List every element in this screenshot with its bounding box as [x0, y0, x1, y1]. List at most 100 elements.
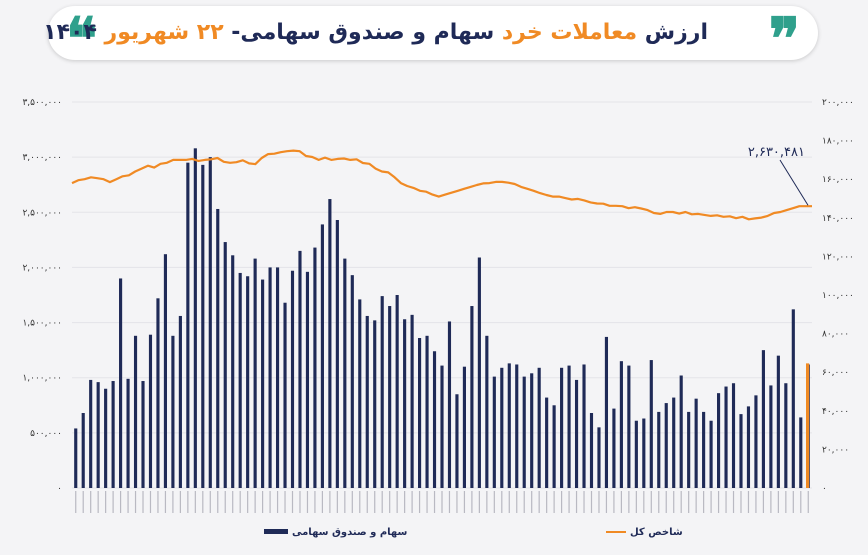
bar	[410, 314, 414, 488]
x-tick-mark	[755, 491, 757, 513]
x-tick-mark	[777, 491, 779, 513]
bar	[664, 403, 668, 488]
x-tick-mark	[134, 491, 137, 513]
bar	[388, 306, 392, 488]
x-tick-mark	[224, 491, 226, 513]
index-line	[71, 149, 812, 221]
right-axis-tick-label: ۲۰,۰۰۰	[822, 445, 849, 455]
x-tick-mark	[680, 491, 682, 513]
x-tick-mark	[463, 491, 466, 513]
x-tick-mark	[553, 491, 555, 513]
title-part3: ۱۴۰۴	[43, 20, 105, 45]
legend-swatch-line	[606, 531, 626, 533]
x-tick-mark	[164, 491, 167, 513]
bar	[148, 334, 153, 488]
left-axis-tick-label: ۱,۵۰۰,۰۰۰	[22, 319, 62, 329]
x-tick-mark	[710, 491, 712, 513]
x-tick-mark	[448, 491, 451, 513]
bar	[724, 386, 728, 488]
bar-highlight	[806, 363, 810, 488]
chart-header: ❝ ارزش معاملات خرد سهام و صندوق سهامی- ۲…	[43, 6, 818, 68]
legend-swatch-bars	[264, 529, 288, 534]
x-tick-mark	[366, 491, 368, 513]
x-axis-ticks	[75, 491, 809, 513]
legend-label-bars: سهام و صندوق سهامی	[292, 527, 408, 538]
x-tick-mark	[127, 491, 129, 513]
x-tick-mark	[516, 491, 518, 513]
x-tick-mark	[336, 491, 338, 513]
right-axis-tick-label: ۱۶۰,۰۰۰	[822, 175, 854, 185]
x-tick-mark	[179, 491, 181, 513]
right-axis-tick-label: ۱۰۰,۰۰۰	[822, 291, 854, 301]
x-tick-mark	[590, 491, 593, 513]
bar	[642, 418, 646, 488]
bar	[477, 257, 481, 488]
bar	[754, 395, 758, 488]
x-tick-mark	[717, 491, 720, 513]
x-tick-mark	[254, 491, 256, 513]
bar	[537, 367, 541, 488]
x-tick-mark	[433, 491, 436, 513]
x-tick-mark	[688, 491, 690, 513]
x-tick-mark	[471, 491, 473, 513]
x-tick-mark	[359, 491, 361, 513]
bar	[208, 157, 212, 488]
x-tick-mark	[247, 491, 249, 513]
x-tick-mark	[456, 491, 458, 513]
x-tick-mark	[665, 491, 667, 513]
x-tick-mark	[650, 491, 652, 513]
bar	[679, 375, 683, 488]
bar	[298, 250, 302, 488]
x-tick-mark	[695, 491, 697, 513]
bar	[604, 336, 609, 488]
bar	[261, 279, 265, 488]
x-tick-mark	[119, 491, 122, 513]
bar	[313, 247, 317, 488]
annotations: ۲,۶۳۰,۴۸۱	[748, 145, 809, 206]
title-accent2: ۲۲ شهریور	[104, 20, 224, 45]
x-tick-mark	[374, 491, 376, 513]
x-tick-mark	[344, 491, 346, 513]
bar	[335, 220, 339, 488]
bar	[492, 376, 496, 488]
bar	[440, 365, 444, 488]
bar	[216, 208, 220, 488]
x-tick-mark	[583, 491, 585, 513]
x-tick-mark	[703, 491, 705, 513]
bar	[560, 367, 564, 488]
bar	[156, 298, 160, 488]
x-tick-mark	[762, 491, 765, 513]
bar	[365, 315, 369, 488]
x-tick-mark	[157, 491, 159, 513]
bar	[358, 299, 362, 488]
bar	[74, 428, 78, 488]
bar	[447, 321, 452, 488]
x-tick-mark	[673, 491, 675, 513]
bar	[81, 413, 85, 488]
x-tick-mark	[560, 491, 563, 513]
bar	[238, 272, 242, 488]
x-tick-mark	[546, 491, 548, 513]
x-tick-mark	[635, 491, 637, 513]
right-axis-tick-label: ۸۰,۰۰۰	[822, 330, 849, 340]
x-tick-mark	[501, 491, 503, 513]
quote-right-icon: ❞	[768, 5, 800, 73]
bar	[395, 295, 399, 488]
bar	[133, 335, 138, 488]
bar	[746, 406, 751, 488]
x-tick-mark	[523, 491, 525, 513]
x-tick-mark	[97, 491, 99, 513]
bar	[425, 335, 429, 488]
x-tick-mark	[209, 491, 211, 513]
x-tick-mark	[381, 491, 383, 513]
left-axis: ۰ ۵۰۰,۰۰۰ ۱,۰۰۰,۰۰۰ ۱,۵۰۰,۰۰۰ ۲,۰۰۰,۰۰۰ ۲,۵۰۰…	[22, 98, 62, 494]
bar	[769, 385, 773, 488]
bar	[672, 397, 676, 488]
x-tick-mark	[770, 491, 772, 513]
bar-series	[74, 148, 810, 488]
bar	[627, 365, 631, 488]
bar	[455, 394, 459, 488]
x-tick-mark	[291, 491, 294, 513]
bar	[275, 267, 280, 488]
bar	[104, 388, 108, 488]
